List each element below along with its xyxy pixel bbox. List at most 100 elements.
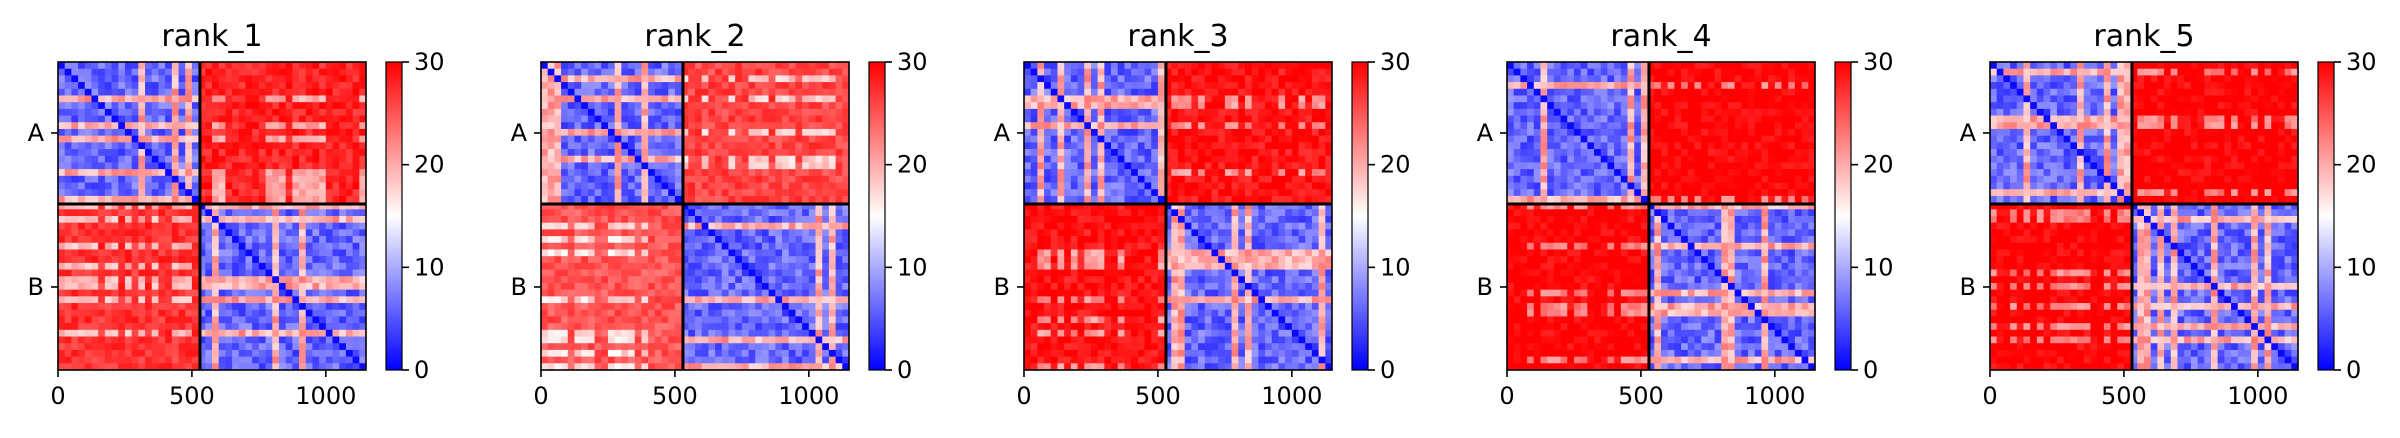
heatmap-cell [278, 289, 287, 297]
heatmap-cell [708, 169, 716, 177]
heatmap-cell [64, 182, 72, 190]
heatmap-cell [1097, 108, 1105, 116]
heatmap-cell [634, 296, 642, 304]
heatmap-cell [71, 75, 79, 83]
heatmap-cell [728, 195, 736, 204]
heatmap-cell [131, 108, 139, 116]
heatmap-cell [145, 128, 153, 137]
heatmap-cell [191, 75, 200, 83]
heatmap-cell [232, 108, 240, 116]
heatmap-cell [587, 282, 595, 291]
heatmap-cell [1244, 102, 1253, 110]
heatmap-cell [634, 149, 642, 157]
heatmap-cell [782, 236, 790, 244]
heatmap-cell [191, 276, 200, 284]
heatmap-cell [842, 175, 850, 183]
heatmap-cell [755, 276, 763, 284]
heatmap-cell [58, 329, 66, 337]
heatmap-cell [258, 343, 266, 351]
heatmap-cell [828, 175, 837, 183]
heatmap-cell [607, 296, 616, 304]
heatmap-cell [587, 296, 595, 304]
heatmap-cell [225, 149, 233, 157]
heatmap-cell [272, 289, 280, 297]
heatmap-cell [815, 122, 823, 130]
heatmap-cell [205, 155, 213, 163]
heatmap-cell [312, 108, 320, 116]
heatmap-cell [614, 169, 622, 177]
heatmap-cell [735, 262, 743, 270]
heatmap-cell [681, 195, 689, 204]
heatmap-cell [815, 62, 823, 70]
heatmap-cell [278, 82, 287, 90]
heatmap-cell [728, 182, 736, 190]
heatmap-cell [58, 102, 66, 110]
heatmap-cell [741, 175, 749, 183]
heatmap-cell [775, 195, 783, 204]
heatmap-cell [1104, 102, 1112, 110]
heatmap-cell [1077, 128, 1085, 137]
heatmap-cell [272, 256, 280, 264]
heatmap-cell [305, 75, 313, 83]
heatmap-cell [701, 222, 709, 230]
heatmap-cell [1124, 128, 1132, 137]
heatmap-cell [1311, 88, 1320, 96]
heatmap-cell [648, 135, 656, 143]
heatmap-cell [71, 115, 79, 123]
heatmap-cell [654, 249, 662, 257]
heatmap-cell [111, 95, 119, 103]
heatmap-cell [815, 95, 823, 103]
heatmap-cell [131, 68, 139, 76]
heatmap-cell [272, 269, 280, 277]
heatmap-cell [661, 343, 669, 351]
heatmap-cell [319, 209, 327, 217]
heatmap-cell [1111, 82, 1119, 90]
heatmap-cell [265, 189, 273, 197]
heatmap-cell [111, 222, 119, 230]
heatmap-cell [828, 82, 837, 90]
heatmap-cell [695, 62, 703, 70]
heatmap-cell [84, 229, 92, 237]
heatmap-cell [332, 269, 340, 277]
heatmap-cell [587, 209, 595, 217]
heatmap-cell [218, 122, 226, 130]
heatmap-cell [252, 229, 260, 237]
heatmap-cell [232, 343, 240, 351]
heatmap-cell [84, 189, 92, 197]
heatmap-cell [775, 236, 783, 244]
heatmap-cell [312, 95, 320, 103]
heatmap-cell [191, 282, 200, 291]
heatmap-cell [1070, 128, 1078, 137]
heatmap-cell [701, 242, 709, 250]
heatmap-cell [312, 303, 320, 311]
heatmap-cell [278, 222, 287, 230]
heatmap-cell [782, 209, 790, 217]
heatmap-cell [741, 95, 749, 103]
heatmap-cell [218, 95, 226, 103]
heatmap-cell [822, 195, 830, 204]
heatmap-cell [842, 323, 850, 331]
heatmap-cell [339, 202, 347, 210]
heatmap-cell [145, 269, 153, 277]
heatmap-cell [78, 303, 86, 311]
heatmap-cell [278, 236, 287, 244]
heatmap-cell [78, 316, 86, 324]
heatmap-cell [1311, 128, 1320, 137]
heatmap-cell [292, 216, 300, 224]
heatmap-cell [252, 128, 260, 137]
heatmap-cell [131, 189, 139, 197]
heatmap-cell [171, 229, 179, 237]
heatmap-cell [278, 162, 287, 170]
heatmap-cell [788, 289, 796, 297]
heatmap-cell [278, 356, 287, 364]
heatmap-cell [721, 149, 729, 157]
heatmap-cell [554, 336, 562, 344]
heatmap-cell [345, 249, 354, 257]
heatmap-cell [138, 68, 146, 76]
heatmap-cell [735, 303, 743, 311]
heatmap-cell [574, 289, 582, 297]
heatmap-cell [674, 128, 683, 137]
heatmap-cell [352, 95, 360, 103]
heatmap-cell [339, 296, 347, 304]
